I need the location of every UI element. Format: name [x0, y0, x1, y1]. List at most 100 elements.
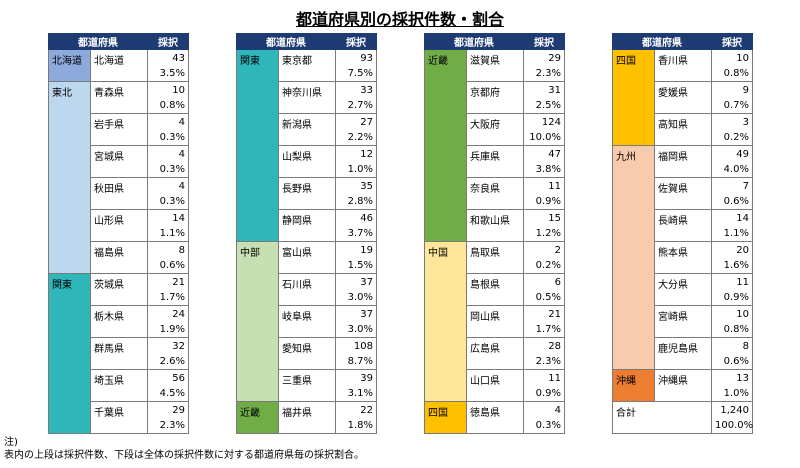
region-cell: 近畿 — [236, 401, 279, 434]
count-value: 10 — [172, 85, 185, 96]
table-row: 宮城県 4 0.3% — [49, 145, 189, 178]
percent-value: 2.6% — [159, 356, 185, 367]
percent-value: 2.8% — [347, 196, 373, 207]
count-cell: 43 3.5% — [147, 49, 189, 82]
count-value: 32 — [172, 341, 185, 352]
prefecture-cell: 岡山県 — [466, 305, 524, 338]
count-value: 37 — [360, 309, 373, 320]
table-row: 山梨県 12 1.0% — [237, 145, 377, 178]
count-cell: 37 3.0% — [335, 273, 377, 306]
percent-value: 1.9% — [159, 324, 185, 335]
count-cell: 35 2.8% — [335, 177, 377, 210]
count-value: 33 — [360, 85, 373, 96]
count-cell: 19 1.5% — [335, 241, 377, 274]
table-row: 広島県 28 2.3% — [425, 337, 565, 370]
count-cell: 11 0.9% — [523, 369, 565, 402]
prefecture-cell: 福島県 — [90, 241, 148, 274]
table-row: 関東 茨城県 21 1.7% — [48, 273, 189, 434]
percent-value: 3.0% — [347, 292, 373, 303]
count-value: 37 — [360, 277, 373, 288]
region-cell: 関東 — [48, 273, 91, 434]
prefecture-cell: 宮崎県 — [654, 305, 712, 338]
prefecture-cell: 島根県 — [466, 273, 524, 306]
count-value: 21 — [172, 277, 185, 288]
prefecture-cell: 福岡県 — [654, 145, 712, 178]
prefecture-cell: 山形県 — [90, 209, 148, 242]
count-value: 14 — [172, 213, 185, 224]
table-row: 愛媛県 9 0.7% — [613, 81, 753, 114]
table-row: 岐阜県 37 3.0% — [237, 305, 377, 338]
region-cell: 中国 — [424, 241, 467, 402]
table-row: 栃木県 24 1.9% — [49, 305, 189, 338]
count-value: 28 — [548, 341, 561, 352]
count-cell: 2 0.2% — [523, 241, 565, 274]
table-row: 中部 富山県 19 1.5% — [236, 241, 377, 402]
percent-value: 2.2% — [347, 132, 373, 143]
table-row: 四国 香川県 10 0.8% — [612, 49, 753, 146]
count-value: 3 — [742, 117, 749, 128]
total-label: 合計 — [612, 401, 712, 434]
prefecture-cell: 青森県 — [90, 81, 148, 114]
page-title: 都道府県別の採択件数・割合 — [295, 10, 504, 29]
prefecture-cell: 三重県 — [278, 369, 336, 402]
table-row: 大分県 11 0.9% — [613, 273, 753, 306]
prefecture-cell: 広島県 — [466, 337, 524, 370]
percent-value: 10.0% — [529, 132, 561, 143]
table-row: 近畿 福井県 22 1.8% — [236, 401, 377, 434]
region-cell: 沖縄 — [612, 369, 655, 402]
prefecture-cell: 富山県 — [278, 241, 336, 274]
count-cell: 14 1.1% — [711, 209, 753, 242]
region-cell: 北海道 — [48, 49, 91, 82]
count-cell: 21 1.7% — [147, 273, 189, 306]
region-column-header: 都道府県 — [48, 33, 148, 50]
table-row: 関東 東京都 93 7.5% — [236, 49, 377, 242]
count-value: 12 — [360, 149, 373, 160]
percent-value: 3.0% — [347, 324, 373, 335]
percent-value: 0.7% — [723, 100, 749, 111]
count-value: 4 — [178, 181, 185, 192]
table-row: 宮崎県 10 0.8% — [613, 305, 753, 338]
count-value: 8 — [178, 245, 185, 256]
table-row: 和歌山県 15 1.2% — [425, 209, 565, 242]
prefecture-cell: 愛知県 — [278, 337, 336, 370]
percent-value: 1.0% — [347, 164, 373, 175]
count-cell: 4 0.3% — [147, 113, 189, 146]
count-cell: 8 0.6% — [711, 337, 753, 370]
region-cell: 中部 — [236, 241, 279, 402]
count-value: 47 — [548, 149, 561, 160]
count-value: 21 — [548, 309, 561, 320]
count-value: 124 — [541, 117, 561, 128]
prefecture-cell: 愛媛県 — [654, 81, 712, 114]
count-value: 22 — [360, 405, 373, 416]
count-cell: 29 2.3% — [147, 401, 189, 434]
count-value: 11 — [736, 277, 749, 288]
prefecture-cell: 熊本県 — [654, 241, 712, 274]
count-value: 6 — [554, 277, 561, 288]
count-value: 20 — [736, 245, 749, 256]
count-cell: 15 1.2% — [523, 209, 565, 242]
percent-value: 0.5% — [535, 292, 561, 303]
table-row: 埼玉県 56 4.5% — [49, 369, 189, 402]
count-cell: 31 2.5% — [523, 81, 565, 114]
percent-value: 2.7% — [347, 100, 373, 111]
count-value: 11 — [548, 373, 561, 384]
prefecture-cell: 京都府 — [466, 81, 524, 114]
count-column-header: 採択 — [147, 33, 189, 50]
percent-value: 2.3% — [535, 68, 561, 79]
percent-value: 4.5% — [159, 388, 185, 399]
count-value: 24 — [172, 309, 185, 320]
prefecture-cell: 東京都 — [278, 49, 336, 82]
table-row: 岡山県 21 1.7% — [425, 305, 565, 338]
prefecture-table: 都道府県 採択 関東 東京都 93 7.5% 神奈川県 33 2.7% 新潟県 27 2.2% 山梨県 1… — [236, 33, 377, 434]
count-cell: 37 3.0% — [335, 305, 377, 338]
percent-value: 1.8% — [347, 420, 373, 431]
count-cell: 108 8.7% — [335, 337, 377, 370]
table-row: 沖縄 沖縄県 13 1.0% — [612, 369, 753, 402]
count-value: 11 — [548, 181, 561, 192]
percent-value: 1.6% — [723, 260, 749, 271]
percent-value: 1.1% — [723, 228, 749, 239]
percent-value: 0.9% — [535, 388, 561, 399]
count-cell: 49 4.0% — [711, 145, 753, 178]
count-value: 39 — [360, 373, 373, 384]
region-column-header: 都道府県 — [236, 33, 336, 50]
